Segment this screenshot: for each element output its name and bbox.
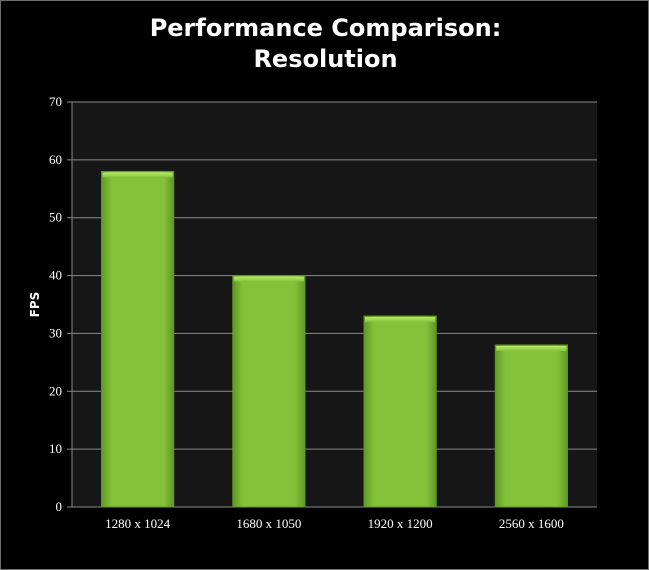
bar-highlight [102,172,173,178]
bar [101,170,175,508]
y-tick-label: 10 [49,441,62,456]
x-tick-label: 1680 x 1050 [236,516,301,531]
y-tick-label: 40 [49,268,62,283]
bar [494,344,568,508]
y-tick-label: 60 [49,152,62,167]
bar [232,275,306,508]
bar-highlight [233,276,304,282]
y-axis-title: FPS [28,292,42,318]
chart-title-line-1: Performance Comparison: [149,14,502,42]
bar-highlight [365,317,436,323]
y-tick-label: 30 [49,325,62,340]
x-tick-label: 1280 x 1024 [105,516,171,531]
x-tick-label: 2560 x 1600 [499,516,564,531]
y-tick-label: 20 [49,383,62,398]
y-tick-label: 50 [49,210,62,225]
y-tick-label: 70 [49,94,62,109]
chart-title: Performance Comparison: Resolution [1,13,648,75]
bar [363,315,437,508]
bar-highlight [496,346,567,351]
chart-title-line-2: Resolution [253,45,398,73]
y-tick-label: 0 [56,499,63,514]
x-tick-label: 1920 x 1200 [368,516,433,531]
